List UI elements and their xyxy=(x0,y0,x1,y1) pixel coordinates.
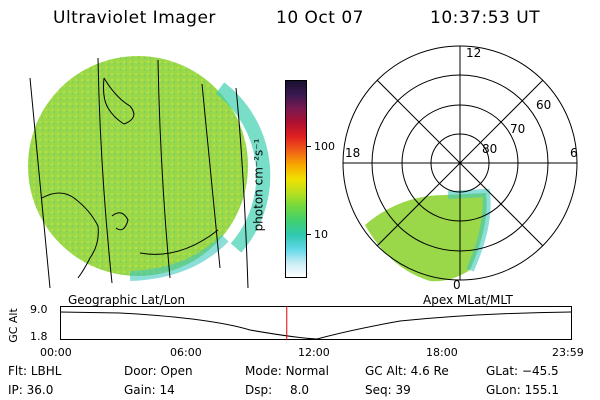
status-door-value: Open xyxy=(160,364,193,378)
timeline-xtick-0600: 06:00 xyxy=(170,346,202,359)
coastlines xyxy=(41,77,219,279)
status-gc-alt-label: GC Alt: xyxy=(365,364,407,378)
timeline-xtick-1200: 12:00 xyxy=(298,346,330,359)
timeline-frame xyxy=(60,306,572,340)
colorbar xyxy=(285,80,307,278)
status-gain-label: Gain: xyxy=(124,383,156,397)
mlt-label-18: 18 xyxy=(345,146,360,160)
geo-map-label: Geographic Lat/Lon xyxy=(68,293,186,307)
status-ip-value: 36.0 xyxy=(26,383,54,397)
timeline-ytick-low: 1.8 xyxy=(30,330,48,343)
timeline-ylabel: GC Alt xyxy=(6,308,20,343)
status-seq-value: 39 xyxy=(395,383,411,397)
status-seq-label: Seq: xyxy=(365,383,392,397)
disk-bottom-cyan xyxy=(129,234,229,281)
status-mode-label: Mode: xyxy=(245,364,282,378)
status-door-label: Door: xyxy=(124,364,157,378)
status-filter: Flt: LBHL xyxy=(8,364,61,378)
mlat-label-70: 70 xyxy=(510,122,525,136)
polar-grid xyxy=(342,45,578,281)
status-filter-label: Flt: xyxy=(8,364,27,378)
mlat-label-80: 80 xyxy=(482,142,497,156)
uv-image-disk xyxy=(28,56,248,276)
time-label: 10:37:53 UT xyxy=(430,8,541,28)
colorbar-tick-100 xyxy=(306,146,311,147)
mlat-label-60: 60 xyxy=(536,98,551,112)
polar-aurora-region xyxy=(365,193,487,282)
status-mode-value: Normal xyxy=(285,364,329,378)
status-gc-alt: GC Alt: 4.6 Re xyxy=(365,364,449,378)
app-title: Ultraviolet Imager xyxy=(53,8,216,28)
polar-map-label: Apex MLat/MLT xyxy=(423,293,513,307)
status-seq: Seq: 39 xyxy=(365,383,411,397)
colorbar-label-100: 100 xyxy=(314,140,335,153)
status-glat: GLat: −45.5 xyxy=(486,364,559,378)
date-label: 10 Oct 07 xyxy=(276,8,364,28)
timeline-ytick-high: 9.0 xyxy=(30,303,48,316)
colorbar-tick-10 xyxy=(306,234,311,235)
polar-map[interactable]: 12 18 6 0 60 70 80 xyxy=(340,45,580,292)
mlt-label-6: 6 xyxy=(570,146,578,160)
colorbar-unit-label: photon cm⁻²s⁻¹ xyxy=(251,138,266,232)
status-glon: GLon: 155.1 xyxy=(486,383,559,397)
altitude-curve xyxy=(59,311,572,340)
status-dsp: Dsp: 8.0 xyxy=(245,383,309,397)
status-glon-value: 155.1 xyxy=(524,383,559,397)
longitude-lines xyxy=(29,57,249,289)
mlt-label-12: 12 xyxy=(466,46,481,60)
colorbar-gradient xyxy=(286,81,306,277)
geographic-map[interactable] xyxy=(20,48,271,289)
polar-aurora-edge xyxy=(447,188,491,272)
status-glat-value: −45.5 xyxy=(521,364,559,378)
status-mode: Mode: Normal xyxy=(245,364,329,378)
status-ip: IP: 36.0 xyxy=(8,383,53,397)
colorbar-label-10: 10 xyxy=(314,228,328,241)
status-ip-label: IP: xyxy=(8,383,23,397)
mlt-label-0: 0 xyxy=(453,278,461,292)
status-glat-label: GLat: xyxy=(486,364,519,378)
status-gc-alt-value: 4.6 Re xyxy=(410,364,449,378)
timeline-xtick-1800: 18:00 xyxy=(426,346,458,359)
timeline-xtick-0000: 00:00 xyxy=(40,346,72,359)
status-glon-label: GLon: xyxy=(486,383,521,397)
status-door: Door: Open xyxy=(124,364,193,378)
timeline-plot[interactable] xyxy=(59,306,572,340)
status-gain-value: 14 xyxy=(159,383,175,397)
status-filter-value: LBHL xyxy=(30,364,62,378)
timeline-xtick-2359: 23:59 xyxy=(552,346,584,359)
status-gain: Gain: 14 xyxy=(124,383,175,397)
status-dsp-value: 8.0 xyxy=(289,383,310,397)
status-dsp-label: Dsp: xyxy=(245,383,273,397)
